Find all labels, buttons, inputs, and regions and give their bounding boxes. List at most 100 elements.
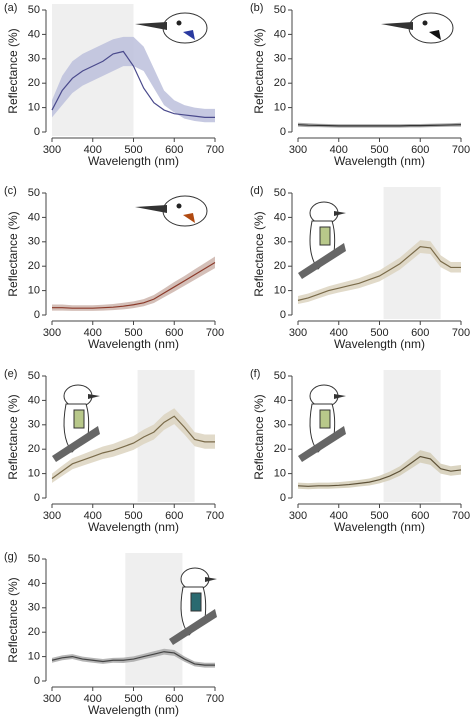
y-tick-label: 40 bbox=[28, 577, 40, 589]
bird-icon bbox=[319, 409, 331, 429]
bird-icon bbox=[52, 426, 100, 462]
y-tick-label: 10 bbox=[274, 468, 286, 480]
x-tick-label: 700 bbox=[452, 144, 470, 156]
x-tick-label: 300 bbox=[289, 510, 307, 522]
x-tick-label: 600 bbox=[165, 693, 183, 705]
bird-icon bbox=[381, 22, 413, 30]
x-tick-label: 400 bbox=[84, 693, 102, 705]
x-tick-label: 300 bbox=[43, 693, 61, 705]
y-tick-label: 10 bbox=[274, 102, 286, 114]
y-tick-label: 50 bbox=[28, 370, 40, 382]
panel-label: (a) bbox=[4, 2, 17, 14]
bird-icon bbox=[422, 20, 428, 26]
x-tick-label: 300 bbox=[43, 327, 61, 339]
x-tick-label: 600 bbox=[165, 510, 183, 522]
x-tick-label: 600 bbox=[411, 327, 429, 339]
y-tick-label: 10 bbox=[28, 285, 40, 297]
x-axis-label: Wavelength (nm) bbox=[88, 337, 179, 351]
bird-icon bbox=[298, 426, 346, 462]
bird-icon bbox=[176, 203, 182, 209]
y-tick-label: 0 bbox=[34, 492, 40, 504]
x-tick-label: 400 bbox=[84, 327, 102, 339]
x-tick-label: 600 bbox=[165, 144, 183, 156]
y-tick-label: 20 bbox=[28, 443, 40, 455]
y-tick-label: 40 bbox=[274, 394, 286, 406]
bird-icon bbox=[162, 12, 208, 44]
line bbox=[52, 262, 216, 309]
x-tick-label: 400 bbox=[84, 144, 102, 156]
y-tick-label: 30 bbox=[28, 236, 40, 248]
x-tick-label: 300 bbox=[289, 327, 307, 339]
y-tick-label: 50 bbox=[274, 187, 286, 199]
panel-label: (f) bbox=[250, 368, 260, 380]
bird-icon bbox=[169, 609, 217, 645]
y-tick-label: 30 bbox=[274, 419, 286, 431]
x-tick-label: 500 bbox=[124, 693, 142, 705]
y-tick-label: 50 bbox=[28, 187, 40, 199]
x-tick-label: 600 bbox=[411, 144, 429, 156]
y-tick-label: 30 bbox=[274, 53, 286, 65]
y-tick-label: 20 bbox=[28, 260, 40, 272]
x-tick-label: 700 bbox=[206, 510, 224, 522]
x-tick-label: 400 bbox=[330, 144, 348, 156]
x-axis-label: Wavelength (nm) bbox=[334, 337, 425, 351]
y-tick-label: 30 bbox=[274, 236, 286, 248]
y-tick-label: 30 bbox=[28, 602, 40, 614]
bird-icon bbox=[408, 12, 454, 44]
y-tick-label: 20 bbox=[274, 260, 286, 272]
x-tick-label: 400 bbox=[84, 510, 102, 522]
x-tick-label: 500 bbox=[370, 510, 388, 522]
y-tick-label: 20 bbox=[274, 77, 286, 89]
y-tick-label: 0 bbox=[280, 492, 286, 504]
x-tick-label: 500 bbox=[124, 144, 142, 156]
line bbox=[51, 651, 215, 666]
y-tick-label: 40 bbox=[28, 394, 40, 406]
x-tick-label: 300 bbox=[43, 510, 61, 522]
error-band bbox=[298, 450, 461, 490]
panel-label: (g) bbox=[4, 551, 17, 563]
panel-label: (c) bbox=[4, 185, 17, 197]
y-tick-label: 20 bbox=[28, 77, 40, 89]
x-tick-label: 700 bbox=[452, 327, 470, 339]
y-tick-label: 50 bbox=[274, 370, 286, 382]
x-tick-label: 300 bbox=[289, 144, 307, 156]
error-band bbox=[52, 408, 215, 483]
x-tick-label: 500 bbox=[124, 510, 142, 522]
x-tick-label: 500 bbox=[370, 144, 388, 156]
y-tick-label: 0 bbox=[280, 309, 286, 321]
y-axis-label: Reflectance (%) bbox=[6, 28, 20, 113]
bird-icon bbox=[135, 22, 167, 30]
y-tick-label: 10 bbox=[28, 651, 40, 663]
x-tick-label: 400 bbox=[330, 510, 348, 522]
y-tick-label: 0 bbox=[34, 126, 40, 138]
bird-icon bbox=[183, 213, 195, 223]
y-axis-label: Reflectance (%) bbox=[252, 394, 266, 479]
y-tick-label: 0 bbox=[34, 675, 40, 687]
y-axis-label: Reflectance (%) bbox=[6, 211, 20, 296]
y-tick-label: 0 bbox=[34, 309, 40, 321]
bird-icon bbox=[176, 20, 182, 26]
y-tick-label: 40 bbox=[274, 211, 286, 223]
x-axis-label: Wavelength (nm) bbox=[88, 154, 179, 168]
y-axis-label: Reflectance (%) bbox=[6, 394, 20, 479]
line bbox=[297, 455, 462, 487]
x-tick-label: 500 bbox=[124, 327, 142, 339]
line bbox=[297, 246, 461, 301]
y-tick-label: 40 bbox=[28, 211, 40, 223]
bird-icon bbox=[73, 409, 85, 429]
bird-icon bbox=[205, 577, 217, 582]
y-tick-label: 50 bbox=[28, 553, 40, 565]
bird-icon bbox=[319, 226, 331, 246]
error-band bbox=[52, 256, 215, 311]
y-tick-label: 0 bbox=[280, 126, 286, 138]
line bbox=[297, 124, 462, 127]
x-axis-label: Wavelength (nm) bbox=[88, 520, 179, 534]
y-tick-label: 10 bbox=[28, 468, 40, 480]
y-axis-label: Reflectance (%) bbox=[6, 577, 20, 662]
x-tick-label: 400 bbox=[330, 327, 348, 339]
y-tick-label: 30 bbox=[28, 53, 40, 65]
panel-label: (e) bbox=[4, 368, 17, 380]
y-tick-label: 40 bbox=[274, 28, 286, 40]
y-tick-label: 10 bbox=[28, 102, 40, 114]
